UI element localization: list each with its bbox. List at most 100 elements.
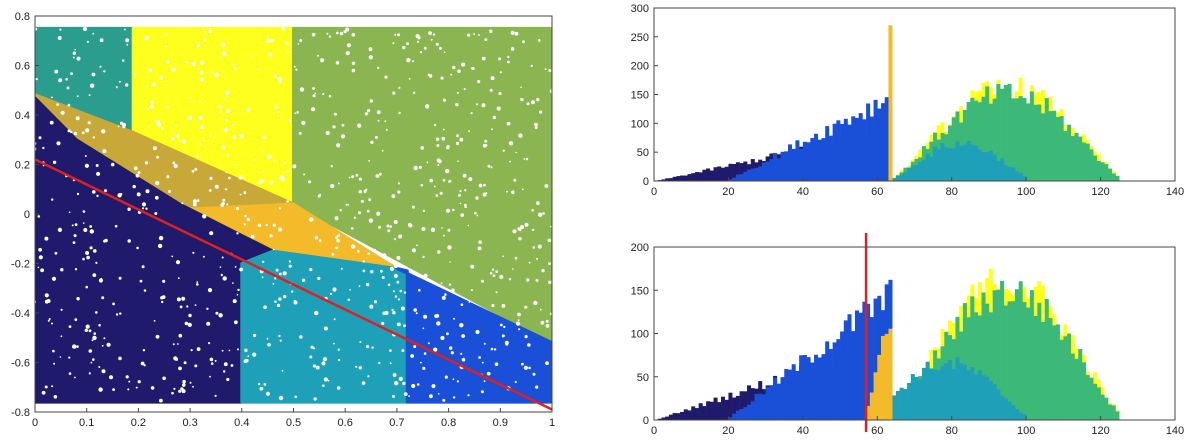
scatter-gap (392, 290, 395, 293)
scatter-gap (276, 111, 280, 114)
scatter-gap (501, 304, 506, 308)
scatter-gap (376, 110, 381, 115)
scatter-gap (442, 178, 446, 182)
hist-top-bar (918, 162, 923, 181)
hist-top-bar (947, 148, 953, 181)
scatter-gap (275, 268, 279, 272)
hist-top-bar (877, 108, 882, 181)
scatter-gap (377, 119, 380, 122)
scatter-gap (30, 222, 32, 224)
scatter-gap (246, 217, 251, 222)
scatter-x-tick-label: 0.8 (441, 417, 456, 429)
scatter-gap (380, 269, 383, 273)
scatter-gap (514, 31, 519, 36)
scatter-gap (85, 324, 90, 329)
scatter-gap (348, 176, 351, 179)
scatter-gap (539, 110, 543, 114)
scatter-gap (312, 364, 316, 368)
hist-bottom-bar (665, 416, 670, 420)
hist-bottom-bar (992, 290, 997, 420)
scatter-gap (239, 193, 242, 196)
scatter-gap (535, 385, 539, 389)
hist-top-bar (739, 163, 744, 181)
scatter-gap (274, 277, 277, 280)
scatter-gap (487, 164, 491, 168)
scatter-gap (221, 349, 224, 352)
scatter-gap (171, 54, 173, 57)
scatter-gap (86, 40, 89, 44)
scatter-gap (309, 355, 313, 359)
scatter-gap (65, 78, 68, 81)
scatter-gap (489, 29, 493, 33)
scatter-gap (137, 380, 141, 384)
scatter-gap (209, 357, 214, 362)
scatter-gap (136, 192, 141, 197)
hist-bottom-bar (724, 399, 729, 420)
hist-top-bar (1108, 168, 1113, 181)
scatter-gap (443, 51, 446, 53)
hist-top-bar (985, 86, 990, 181)
hist-top-bar (1014, 98, 1019, 181)
scatter-gap (398, 86, 401, 89)
scatter-gap (386, 224, 390, 228)
scatter-gap (448, 180, 451, 183)
scatter-gap (223, 127, 228, 132)
hist-bottom-y-tick-label: 100 (631, 329, 649, 341)
hist-top-bar (672, 176, 677, 181)
scatter-gap (74, 376, 76, 379)
scatter-gap (127, 388, 130, 391)
scatter-gap (397, 182, 401, 185)
scatter-gap (72, 51, 77, 55)
scatter-gap (512, 268, 514, 270)
scatter-gap (90, 361, 93, 364)
hist-top-bar (1037, 104, 1042, 181)
hist-bottom-bar (661, 417, 666, 420)
hist-top-bar (1070, 136, 1075, 181)
scatter-gap (225, 188, 228, 191)
scatter-gap (408, 78, 411, 80)
scatter-gap (461, 357, 466, 362)
scatter-gap (311, 32, 316, 37)
scatter-gap (351, 68, 356, 73)
scatter-gap (477, 79, 481, 84)
hist-top-bar (1000, 88, 1005, 181)
hist-top-bar (1052, 110, 1057, 181)
hist-bottom-bar (929, 368, 934, 420)
hist-top-series-5 (888, 25, 893, 181)
hist-bottom-bar (732, 397, 737, 420)
scatter-gap (178, 139, 181, 142)
hist-bottom-bar (1022, 414, 1027, 420)
scatter-gap (420, 361, 422, 364)
scatter-gap (109, 375, 113, 380)
scatter-gap (422, 366, 426, 370)
scatter-gap (526, 102, 530, 106)
hist-bottom-y-tick-label: 150 (631, 285, 649, 297)
scatter-gap (52, 160, 57, 164)
scatter-gap (286, 200, 289, 203)
hist-bottom-x-tick-label: 140 (1166, 425, 1184, 437)
scatter-gap (311, 107, 316, 112)
scatter-gap (74, 48, 77, 51)
scatter-gap (470, 112, 473, 115)
scatter-gap (68, 211, 71, 213)
scatter-gap (322, 384, 325, 388)
scatter-gap (48, 318, 51, 320)
scatter-gap (411, 248, 416, 253)
hist-bottom-bar (940, 365, 945, 420)
hist-bottom-bar (1055, 324, 1060, 420)
scatter-gap (323, 357, 327, 362)
hist-bottom-bar (977, 315, 982, 420)
scatter-gap (84, 163, 89, 168)
scatter-gap (411, 383, 416, 389)
scatter-gap (144, 161, 149, 165)
scatter-gap (265, 391, 270, 396)
scatter-gap (238, 175, 243, 180)
scatter-gap (198, 115, 203, 120)
scatter-gap (288, 119, 292, 122)
hist-bottom-bar (907, 383, 912, 420)
scatter-gap (92, 190, 96, 194)
scatter-gap (292, 164, 297, 169)
scatter-gap (468, 177, 473, 182)
hist-top-bar (821, 138, 826, 181)
hist-bottom-bar (862, 301, 867, 420)
